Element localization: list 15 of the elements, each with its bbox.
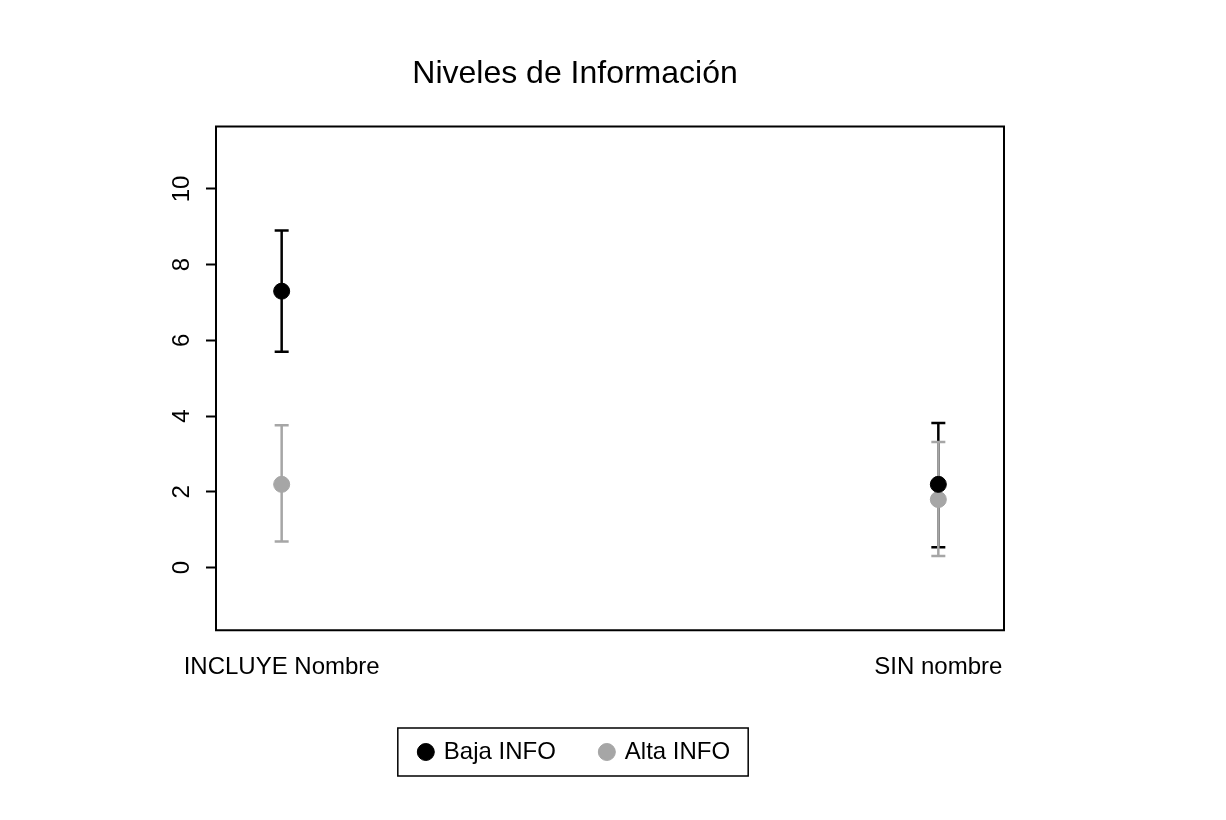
y-tick-label: 2 — [166, 485, 194, 499]
point — [929, 491, 947, 509]
point — [273, 475, 291, 493]
y-tick-label: 6 — [166, 333, 194, 348]
legend-label: Alta INFO — [624, 736, 731, 764]
chart-title: Niveles de Información — [412, 54, 738, 91]
x-tick-label: SIN nombre — [874, 652, 1003, 680]
point — [273, 282, 291, 300]
y-tick-label: 10 — [166, 175, 194, 203]
legend-label: Baja INFO — [443, 736, 556, 764]
y-tick-label: 0 — [166, 561, 194, 575]
y-tick-label: 4 — [166, 409, 194, 423]
point — [929, 475, 947, 493]
x-tick-label: INCLUYE Nombre — [183, 652, 380, 680]
y-tick-label: 8 — [166, 257, 194, 272]
